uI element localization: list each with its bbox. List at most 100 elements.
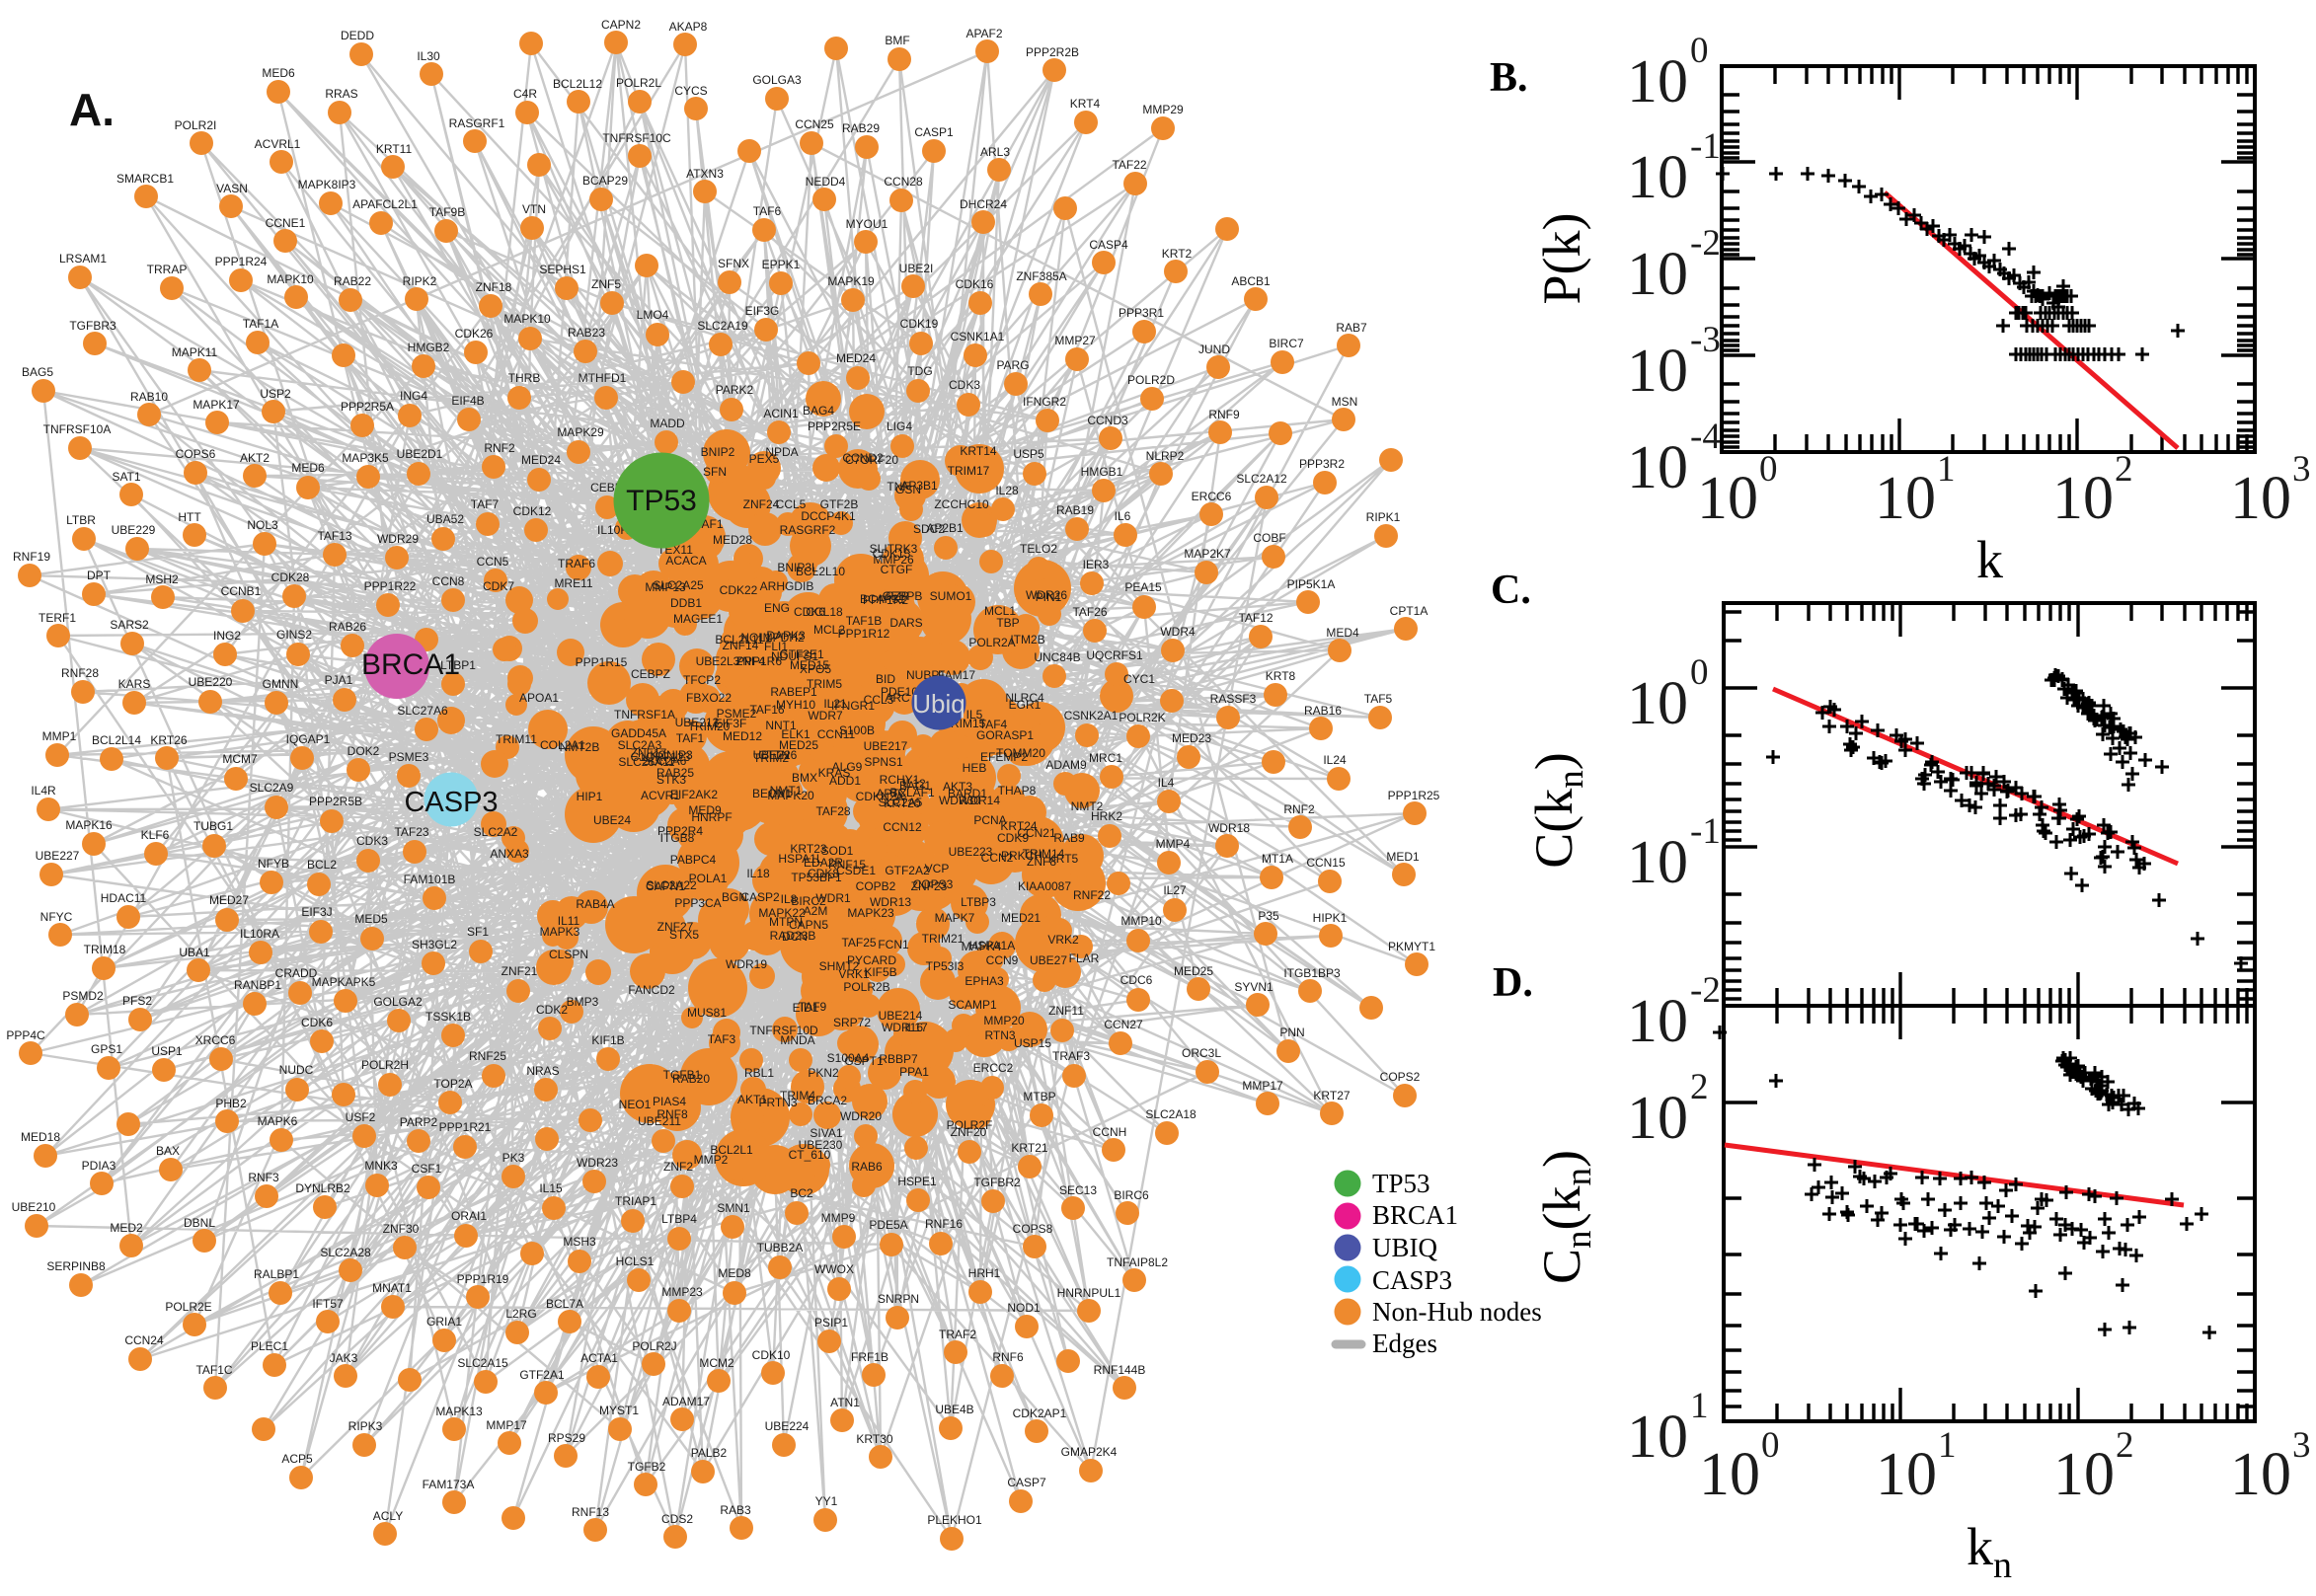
svg-text:0: 0 [1690,652,1709,693]
svg-text:CDK6: CDK6 [794,605,825,619]
svg-text:RNF2: RNF2 [484,441,515,455]
svg-text:KIF5B: KIF5B [864,965,896,979]
svg-text:TAF1B: TAF1B [846,614,882,628]
svg-text:DEDD: DEDD [341,29,374,42]
svg-text:BCL2L12: BCL2L12 [553,77,602,91]
svg-text:TOMM20: TOMM20 [996,746,1045,760]
svg-text:TRAF2: TRAF2 [939,1328,976,1341]
svg-text:MAP3K5: MAP3K5 [342,451,389,465]
svg-text:PALB2: PALB2 [691,1446,728,1460]
svg-text:CDK19: CDK19 [900,317,939,331]
svg-text:CT_610: CT_610 [789,1148,831,1162]
svg-text:JUND: JUND [1198,342,1230,356]
svg-text:AKT1: AKT1 [737,1093,767,1106]
svg-text:PPP1R24: PPP1R24 [215,255,268,268]
svg-text:FAM173A: FAM173A [423,1478,475,1491]
svg-text:WDR14: WDR14 [959,794,1000,807]
svg-text:RAB3: RAB3 [720,1503,751,1517]
svg-text:ERCC6: ERCC6 [1192,490,1232,503]
svg-text:TAF6: TAF6 [753,204,782,218]
svg-text:BCL2L11: BCL2L11 [715,633,763,646]
svg-text:EIF3J: EIF3J [301,905,332,919]
svg-text:10: 10 [1875,465,1936,532]
svg-text:POLR2A: POLR2A [968,636,1015,649]
svg-text:TAF22: TAF22 [1112,158,1146,172]
svg-text:RAB20: RAB20 [672,1072,710,1086]
svg-text:SF1: SF1 [467,925,489,939]
svg-text:SFNX: SFNX [718,257,749,270]
svg-text:ACP5: ACP5 [281,1452,313,1466]
svg-text:ERCC2: ERCC2 [973,1061,1014,1075]
svg-text:MMP27: MMP27 [1054,334,1096,347]
svg-text:CCN8: CCN8 [432,574,465,588]
svg-text:1: 1 [1690,1386,1709,1426]
svg-text:TRIM5: TRIM5 [807,677,842,691]
svg-text:MED6: MED6 [262,66,295,80]
svg-text:BRCA2: BRCA2 [808,1094,847,1107]
svg-text:PPP3R2: PPP3R2 [1299,457,1345,471]
svg-text:ALG9: ALG9 [832,760,863,774]
svg-text:CDK3: CDK3 [949,378,980,392]
svg-text:10: 10 [1627,1085,1688,1152]
svg-text:TAF5: TAF5 [1364,692,1393,706]
svg-text:KCNIP3: KCNIP3 [650,748,693,762]
svg-text:SLC2A19: SLC2A19 [697,319,748,333]
svg-text:TRIM18: TRIM18 [84,943,126,956]
svg-text:MED23: MED23 [1172,731,1211,745]
svg-text:GADD45A: GADD45A [611,726,666,740]
svg-text:ATXN3: ATXN3 [686,167,724,181]
svg-text:TRAF3: TRAF3 [1052,1049,1090,1063]
svg-text:SIVA1: SIVA1 [810,1126,842,1140]
svg-text:SLC2A6: SLC2A6 [643,754,687,768]
svg-text:TELO2: TELO2 [1020,542,1057,556]
svg-text:TNF: TNF [887,480,909,494]
svg-text:MED4: MED4 [1326,626,1359,640]
svg-text:WDR23: WDR23 [577,1156,618,1170]
svg-text:Edges: Edges [1372,1329,1437,1358]
svg-text:SAT1: SAT1 [112,470,140,484]
svg-text:ZNF8: ZNF8 [1027,855,1056,869]
svg-text:KRT24: KRT24 [1000,819,1037,833]
svg-text:MED21: MED21 [1001,911,1041,925]
svg-text:KRAS: KRAS [818,766,851,780]
svg-text:KRT30: KRT30 [856,1432,892,1446]
svg-text:NNT1: NNT1 [765,719,797,732]
svg-text:TRIM20: TRIM20 [688,720,731,733]
svg-text:ACIN1: ACIN1 [763,407,799,420]
svg-text:10: 10 [1627,829,1688,896]
svg-text:AKT3: AKT3 [943,780,972,794]
svg-text:BNIP3L: BNIP3L [777,561,818,574]
svg-text:MED24: MED24 [521,453,561,467]
svg-text:ENG: ENG [764,601,790,615]
svg-text:SEPHS1: SEPHS1 [539,263,586,276]
svg-text:BGN: BGN [722,890,747,904]
svg-text:ZNF27: ZNF27 [657,920,694,934]
svg-text:NEO1: NEO1 [619,1098,652,1111]
svg-text:BIRC7: BIRC7 [1269,337,1304,350]
svg-text:XPO5: XPO5 [800,662,831,676]
svg-text:BAG5: BAG5 [22,365,53,379]
svg-text:TAF3: TAF3 [708,1032,736,1046]
svg-text:PPP2R2B: PPP2R2B [1026,45,1079,59]
svg-text:HRK2: HRK2 [1091,809,1122,823]
svg-text:B.: B. [1490,55,1528,101]
svg-text:SOD1: SOD1 [821,844,854,858]
svg-text:RNF16: RNF16 [925,1217,963,1231]
svg-text:NMT1: NMT1 [770,784,803,798]
svg-text:LMO4: LMO4 [637,308,669,322]
svg-text:BIRC6: BIRC6 [1114,1188,1149,1202]
svg-text:BCAP31: BCAP31 [860,592,905,606]
svg-text:SLC2A22: SLC2A22 [646,878,697,892]
svg-text:IL30: IL30 [417,49,440,63]
svg-text:PPP1R22: PPP1R22 [364,579,417,593]
svg-text:IFNGR1: IFNGR1 [831,699,875,713]
svg-text:POLR2J: POLR2J [632,1339,676,1353]
svg-text:TSSK1B: TSSK1B [425,1010,471,1024]
svg-text:IFT57: IFT57 [312,1297,344,1311]
svg-text:RNF13: RNF13 [572,1505,609,1519]
svg-text:MAP2K7: MAP2K7 [1184,547,1231,561]
svg-text:BCL2L10: BCL2L10 [796,565,845,578]
svg-text:VRK1: VRK1 [838,967,870,981]
svg-text:PLEC1: PLEC1 [251,1339,288,1353]
svg-text:CASP1: CASP1 [914,125,954,139]
